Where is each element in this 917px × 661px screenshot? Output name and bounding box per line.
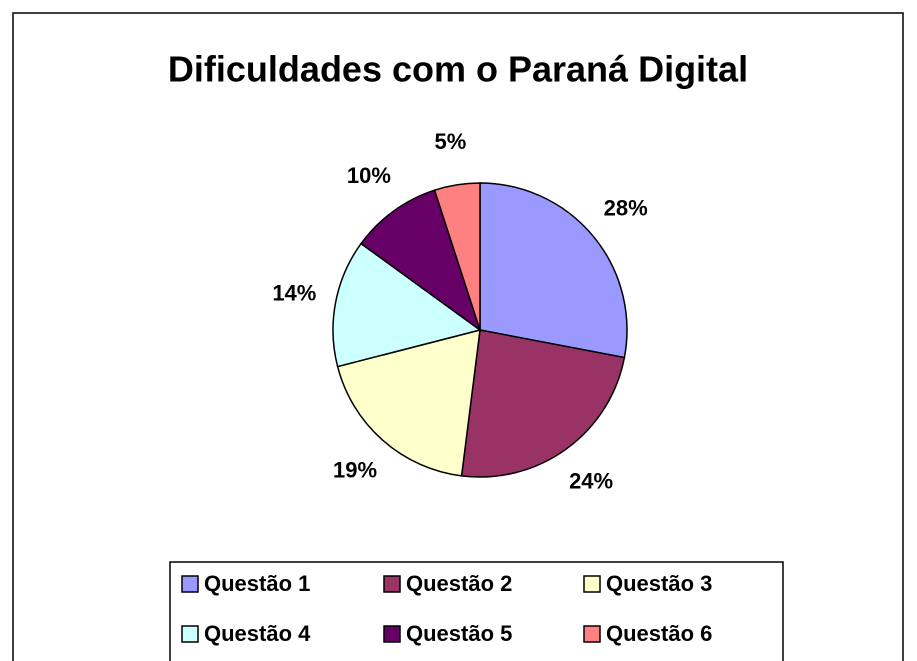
pie-slice (336, 328, 481, 477)
legend-label: Questão 4 (204, 621, 311, 646)
legend-swatch (383, 575, 401, 593)
data-label: 14% (272, 280, 316, 305)
legend-swatch (181, 575, 199, 593)
data-label: 10% (347, 163, 391, 188)
pie-slice (433, 182, 481, 331)
pie-slice (460, 329, 626, 478)
legend-swatch (383, 625, 401, 643)
data-label: 28% (604, 195, 648, 220)
legend-swatch (181, 625, 199, 643)
legend-label: Questão 1 (204, 571, 310, 596)
data-label: 24% (569, 469, 613, 494)
legend-swatch (583, 625, 601, 643)
chart-title: Dificuldades com o Paraná Digital (168, 49, 748, 90)
legend-label: Questão 3 (606, 571, 712, 596)
legend-label: Questão 2 (406, 571, 512, 596)
legend-label: Questão 6 (606, 621, 712, 646)
legend-label: Questão 5 (406, 621, 512, 646)
legend-swatch (583, 575, 601, 593)
data-label: 19% (333, 458, 377, 483)
pie-slice (360, 189, 482, 332)
legend-box (169, 561, 784, 661)
pie-slice (332, 242, 482, 368)
data-label: 5% (435, 129, 467, 154)
pie-slice (479, 182, 628, 359)
